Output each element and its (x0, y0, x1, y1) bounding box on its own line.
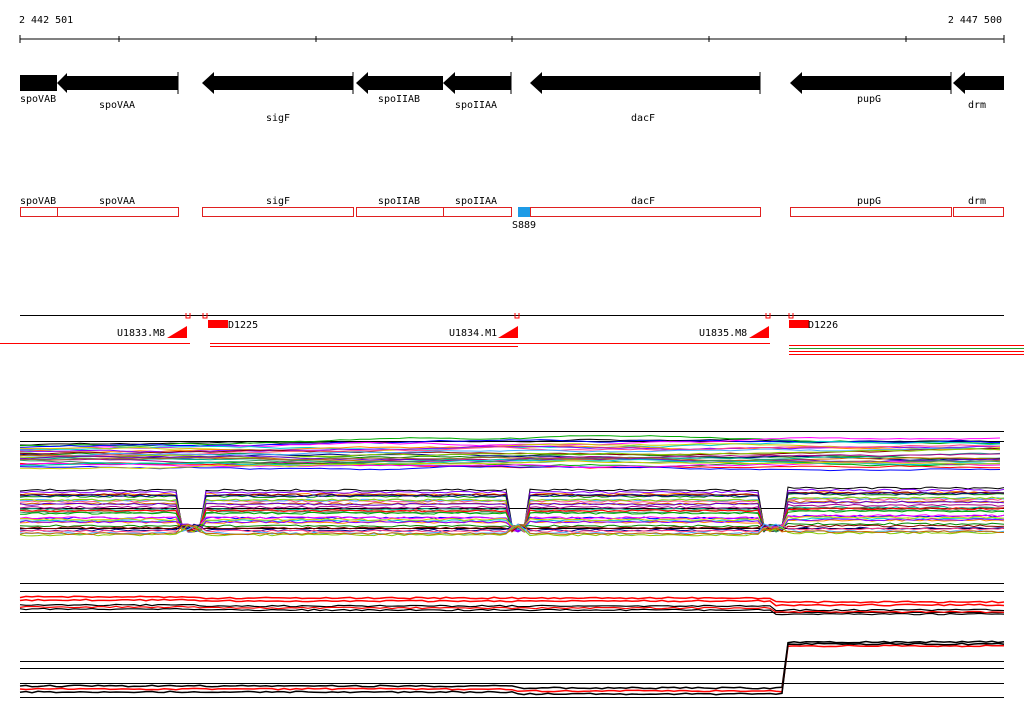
profile-trace (19, 605, 1005, 614)
feature-bracket (765, 313, 771, 319)
feature-label-U1833-M8: U1833.M8 (117, 328, 165, 339)
profile-trace (19, 447, 1000, 457)
profile-trace (19, 456, 1001, 463)
gene-label-dacF: dacF (631, 113, 655, 124)
expression-profile-panel (19, 431, 1005, 537)
feature-marker-U1833-M8[interactable] (167, 326, 187, 338)
gene-label-drm: drm (968, 100, 986, 111)
feature-bracket (185, 313, 191, 319)
coordinate-ruler: 2 442 501 2 447 500 (19, 15, 1005, 43)
gene-label-spoVAB: spoVAB (20, 94, 56, 105)
profile-trace (19, 458, 1001, 467)
profile-trace (19, 640, 1005, 690)
gene-label-sigF: sigF (266, 113, 290, 124)
site-marker-S889[interactable] (518, 207, 530, 217)
profile-trace (19, 523, 1005, 532)
feature-marker-D1225[interactable] (208, 320, 228, 328)
gene-arrow-pupG[interactable] (790, 72, 951, 94)
gene-box-pupG[interactable] (790, 207, 952, 217)
feature-label-U1834-M1: U1834.M1 (449, 328, 497, 339)
profile-trace (19, 598, 1005, 607)
site-label-S889: S889 (512, 220, 536, 231)
feature-track: U1833.M8 D1225 U1834.M1 U1835.M8 D1226 (0, 313, 1024, 355)
strand-profile-lines-2 (19, 640, 1005, 696)
gene-box-dacF[interactable] (530, 207, 761, 217)
feature-marker-U1834-M1[interactable] (498, 326, 518, 338)
feature-marker-U1835-M8[interactable] (749, 326, 769, 338)
expression-lines (19, 435, 1005, 537)
feature-label-D1226: D1226 (808, 320, 838, 331)
profile-trace (19, 644, 1004, 693)
gene-box-drm[interactable] (953, 207, 1004, 217)
gene-box-spoIIAA[interactable] (443, 207, 512, 217)
feature-marker-D1226[interactable] (789, 320, 809, 328)
gene-box-label-spoVAB: spoVAB (20, 196, 56, 207)
gene-arrow-spoIIAA[interactable] (443, 72, 511, 94)
gene-box-track: spoVAB spoVAA sigF spoIIAB spoIIAA dacF … (20, 196, 1004, 231)
feature-bracket (514, 313, 520, 319)
strand-profile-lines-1 (19, 595, 1005, 616)
gene-arrow-spoVAB[interactable] (20, 75, 57, 91)
gene-arrow-track: spoVAB spoVAA sigF spoIIAB spoIIAA dacF … (20, 72, 1004, 124)
feature-label-U1835-M8: U1835.M8 (699, 328, 747, 339)
profile-trace (19, 524, 1004, 537)
feature-bracket (788, 313, 794, 319)
gene-box-sigF[interactable] (202, 207, 354, 217)
profile-trace (19, 603, 1005, 612)
gene-box-spoIIAB[interactable] (356, 207, 444, 217)
gene-arrow-drm[interactable] (953, 72, 1004, 94)
gene-box-spoVAB[interactable] (20, 207, 58, 217)
strand-profile-panel-1 (19, 583, 1005, 616)
ruler-start-label: 2 442 501 (19, 15, 73, 26)
ruler-end-label: 2 447 500 (948, 15, 1002, 26)
gene-box-label-pupG: pupG (857, 196, 881, 207)
gene-box-spoVAA[interactable] (57, 207, 179, 217)
profile-trace (19, 435, 1001, 447)
gene-label-spoIIAA: spoIIAA (455, 100, 497, 111)
profile-trace (19, 447, 1001, 459)
gene-box-label-drm: drm (968, 196, 986, 207)
gene-arrow-sigF[interactable] (202, 72, 353, 94)
feature-bracket (202, 313, 208, 319)
profile-trace (19, 607, 1005, 616)
gene-box-label-spoIIAB: spoIIAB (378, 196, 420, 207)
gene-box-label-spoVAA: spoVAA (99, 196, 135, 207)
feature-label-D1225: D1225 (228, 320, 258, 331)
strand-profile-panel-2 (19, 640, 1005, 698)
gene-arrow-dacF[interactable] (530, 72, 760, 94)
gene-arrow-spoIIAB[interactable] (356, 72, 443, 94)
profile-trace (19, 524, 1004, 536)
gene-label-spoVAA: spoVAA (99, 100, 135, 111)
profile-trace (19, 642, 1005, 696)
gene-arrow-spoVAA[interactable] (57, 73, 178, 93)
gene-box-label-dacF: dacF (631, 196, 655, 207)
profile-trace (19, 595, 1005, 604)
profile-trace (19, 462, 1001, 469)
profile-trace (19, 460, 1000, 470)
gene-label-spoIIAB: spoIIAB (378, 94, 420, 105)
gene-label-pupG: pupG (857, 94, 881, 105)
gene-box-label-sigF: sigF (266, 196, 290, 207)
gene-box-label-spoIIAA: spoIIAA (455, 196, 497, 207)
